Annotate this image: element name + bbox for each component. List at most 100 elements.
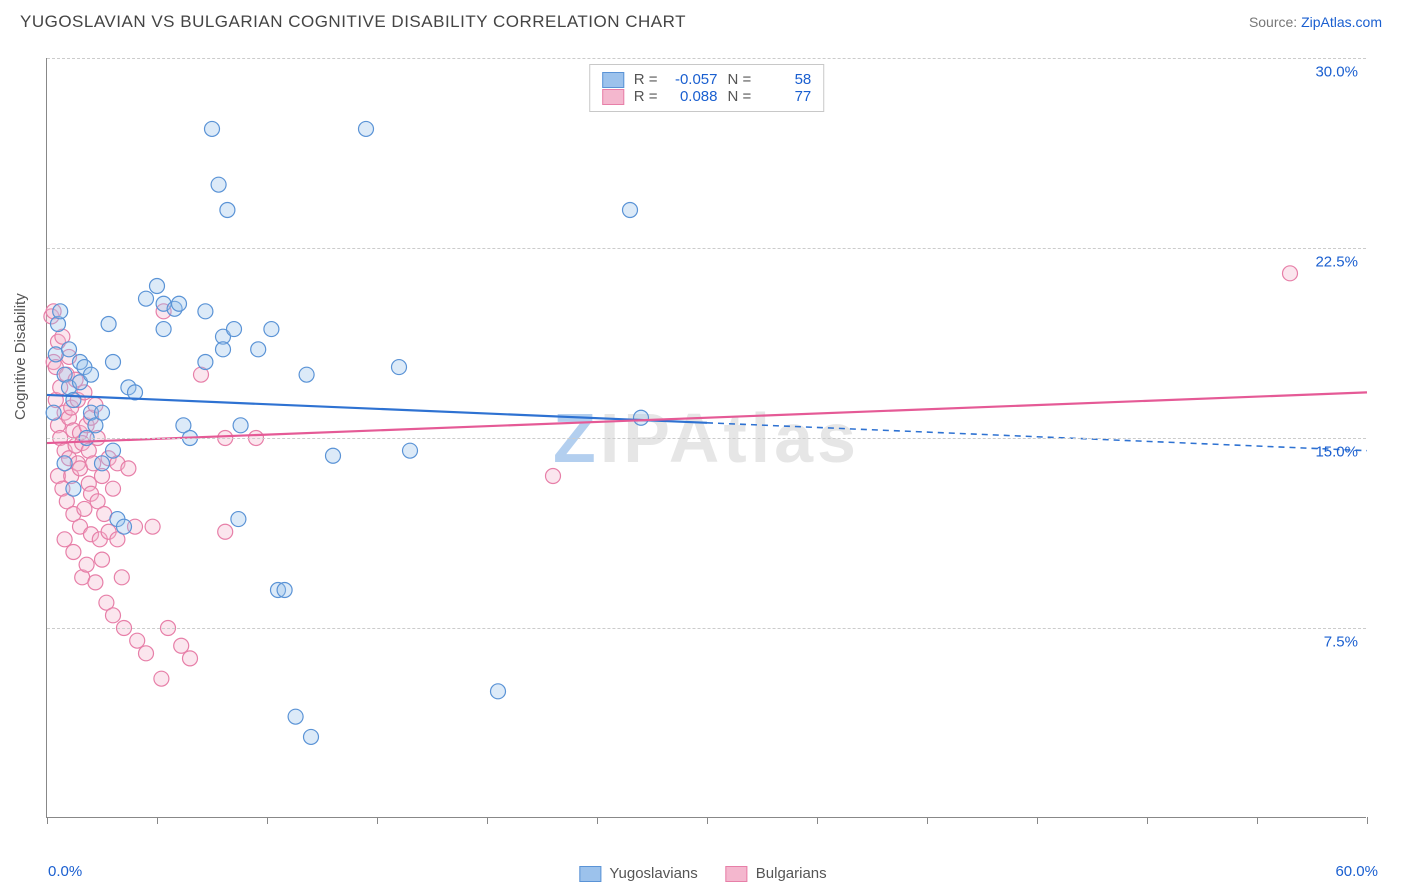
scatter-point [101, 317, 116, 332]
scatter-point [205, 121, 220, 136]
scatter-point [139, 646, 154, 661]
scatter-point [299, 367, 314, 382]
scatter-point [66, 545, 81, 560]
y-tick-label: 30.0% [1315, 64, 1358, 81]
scatter-point [183, 651, 198, 666]
r-value-0: -0.057 [668, 71, 718, 88]
scatter-point [84, 367, 99, 382]
legend-swatch-yugoslav [602, 72, 624, 88]
scatter-point [88, 575, 103, 590]
x-tick [707, 817, 708, 824]
legend-bottom-label-0: Yugoslavians [609, 865, 697, 882]
scatter-point [403, 443, 418, 458]
x-tick [47, 817, 48, 824]
scatter-point [106, 443, 121, 458]
n-label-1: N = [728, 88, 752, 105]
scatter-point [145, 519, 160, 534]
scatter-point [106, 481, 121, 496]
scatter-point [117, 519, 132, 534]
legend-series: Yugoslavians Bulgarians [579, 865, 826, 882]
scatter-point [46, 405, 61, 420]
scatter-point [288, 709, 303, 724]
scatter-point [106, 608, 121, 623]
source-label: Source: [1249, 14, 1301, 30]
scatter-point [264, 322, 279, 337]
n-value-1: 77 [761, 88, 811, 105]
scatter-point [304, 729, 319, 744]
x-tick [1257, 817, 1258, 824]
n-label-0: N = [728, 71, 752, 88]
regression-line [707, 423, 1367, 451]
scatter-point [218, 524, 233, 539]
scatter-point [359, 121, 374, 136]
scatter-point [227, 322, 242, 337]
y-axis-title: Cognitive Disability [12, 293, 29, 420]
legend-bottom-label-1: Bulgarians [756, 865, 827, 882]
x-axis-max-label: 60.0% [1335, 863, 1378, 880]
scatter-point [211, 177, 226, 192]
r-value-1: 0.088 [668, 88, 718, 105]
scatter-point [491, 684, 506, 699]
n-value-0: 58 [761, 71, 811, 88]
scatter-point [77, 501, 92, 516]
scatter-point [277, 583, 292, 598]
scatter-point [130, 633, 145, 648]
source-link[interactable]: ZipAtlas.com [1301, 14, 1382, 30]
gridline [47, 248, 1366, 249]
regression-line [47, 395, 707, 423]
scatter-point [623, 203, 638, 218]
scatter-point [1283, 266, 1298, 281]
legend-item-bulgarian: Bulgarians [726, 865, 827, 882]
scatter-point [392, 360, 407, 375]
chart-plot-area: ZIPAtlas R = -0.057 N = 58 R = 0.088 N =… [46, 58, 1366, 818]
legend-stats-row-0: R = -0.057 N = 58 [602, 71, 812, 88]
legend-bottom-swatch-0 [579, 866, 601, 882]
scatter-point [156, 322, 171, 337]
x-tick [927, 817, 928, 824]
scatter-point [154, 671, 169, 686]
scatter-point [198, 355, 213, 370]
source-line: Source: ZipAtlas.com [1249, 14, 1382, 30]
scatter-point [231, 512, 246, 527]
x-tick [377, 817, 378, 824]
scatter-point [95, 405, 110, 420]
scatter-point [216, 342, 231, 357]
scatter-point [233, 418, 248, 433]
gridline [47, 58, 1366, 59]
legend-swatch-bulgarian [602, 89, 624, 105]
scatter-point [251, 342, 266, 357]
scatter-point [95, 552, 110, 567]
scatter-point [220, 203, 235, 218]
scatter-point [114, 570, 129, 585]
legend-stats-row-1: R = 0.088 N = 77 [602, 88, 812, 105]
scatter-point [53, 304, 68, 319]
legend-bottom-swatch-1 [726, 866, 748, 882]
legend-stats: R = -0.057 N = 58 R = 0.088 N = 77 [589, 64, 825, 112]
r-label-0: R = [634, 71, 658, 88]
scatter-point [174, 638, 189, 653]
scatter-point [326, 448, 341, 463]
scatter-point [198, 304, 213, 319]
chart-header: YUGOSLAVIAN VS BULGARIAN COGNITIVE DISAB… [0, 0, 1406, 40]
x-tick [597, 817, 598, 824]
scatter-point [79, 557, 94, 572]
scatter-point [546, 469, 561, 484]
x-tick [267, 817, 268, 824]
y-tick-label: 7.5% [1324, 634, 1358, 651]
y-tick-label: 15.0% [1315, 444, 1358, 461]
scatter-point [172, 296, 187, 311]
legend-item-yugoslav: Yugoslavians [579, 865, 697, 882]
scatter-point [106, 355, 121, 370]
scatter-point [66, 481, 81, 496]
y-tick-label: 22.5% [1315, 254, 1358, 271]
x-tick [487, 817, 488, 824]
regression-line [47, 392, 1367, 443]
x-tick [1147, 817, 1148, 824]
scatter-point [150, 279, 165, 294]
gridline [47, 628, 1366, 629]
scatter-point [95, 456, 110, 471]
scatter-point [139, 291, 154, 306]
scatter-point [57, 532, 72, 547]
x-axis-min-label: 0.0% [48, 863, 82, 880]
r-label-1: R = [634, 88, 658, 105]
